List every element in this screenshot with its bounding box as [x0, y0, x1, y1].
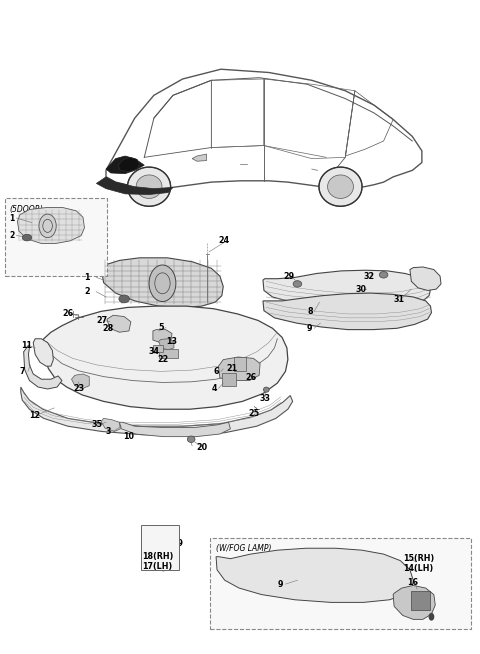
Text: 18(RH): 18(RH) [142, 552, 173, 561]
Ellipse shape [22, 234, 32, 241]
Bar [153, 345, 163, 352]
Polygon shape [33, 339, 53, 366]
Text: 2: 2 [9, 231, 14, 240]
Text: 31: 31 [393, 295, 404, 304]
Polygon shape [106, 156, 144, 173]
Text: 23: 23 [73, 385, 84, 394]
Text: 16: 16 [408, 578, 419, 587]
Polygon shape [319, 167, 362, 206]
Circle shape [39, 214, 56, 237]
Text: 26: 26 [62, 309, 73, 318]
Text: 7: 7 [20, 367, 25, 376]
Polygon shape [120, 422, 230, 437]
Polygon shape [218, 357, 260, 381]
Text: 27: 27 [96, 316, 108, 325]
Polygon shape [327, 175, 353, 198]
Text: (5DOOR): (5DOOR) [9, 205, 43, 214]
Text: 14(LH): 14(LH) [403, 564, 433, 573]
Text: 17(LH): 17(LH) [142, 562, 172, 571]
FancyBboxPatch shape [141, 525, 179, 570]
Bar [411, 591, 430, 610]
Polygon shape [136, 175, 162, 198]
Text: 2: 2 [84, 287, 90, 296]
Polygon shape [216, 548, 413, 602]
Text: 20: 20 [196, 443, 207, 451]
Ellipse shape [379, 271, 388, 278]
Polygon shape [263, 270, 431, 309]
Polygon shape [72, 374, 89, 388]
FancyBboxPatch shape [210, 538, 471, 628]
Ellipse shape [187, 436, 195, 443]
Circle shape [429, 613, 434, 621]
Text: 12: 12 [29, 411, 40, 420]
Circle shape [149, 265, 176, 301]
Polygon shape [263, 293, 432, 330]
Polygon shape [101, 258, 223, 307]
Polygon shape [158, 339, 174, 350]
Text: 25: 25 [249, 409, 260, 418]
Bar [222, 373, 236, 386]
Text: 32: 32 [363, 271, 374, 281]
Polygon shape [96, 177, 173, 194]
Polygon shape [101, 419, 120, 432]
Polygon shape [24, 345, 62, 389]
Bar [234, 357, 246, 371]
Text: 28: 28 [102, 324, 113, 334]
Text: 11: 11 [21, 341, 32, 350]
Polygon shape [410, 267, 441, 290]
Text: 9: 9 [277, 579, 283, 589]
Polygon shape [393, 585, 435, 619]
Text: 21: 21 [227, 364, 238, 373]
Polygon shape [17, 207, 84, 243]
Text: 26: 26 [246, 373, 257, 383]
Ellipse shape [119, 295, 130, 303]
Text: 9: 9 [307, 324, 312, 333]
Text: 13: 13 [166, 337, 177, 346]
Text: 6: 6 [214, 367, 219, 376]
Text: 1: 1 [9, 213, 14, 222]
Text: 30: 30 [356, 285, 367, 294]
Text: 22: 22 [157, 355, 169, 364]
Bar [158, 349, 178, 358]
Text: 3: 3 [106, 427, 111, 436]
Text: 5: 5 [158, 323, 164, 332]
Text: 29: 29 [283, 271, 294, 281]
Polygon shape [107, 315, 131, 332]
Text: 33: 33 [259, 394, 270, 404]
Text: 34: 34 [148, 347, 159, 356]
Ellipse shape [264, 387, 269, 392]
Text: 4: 4 [211, 384, 217, 393]
Text: 15(RH): 15(RH) [403, 554, 434, 563]
Text: 8: 8 [307, 307, 312, 316]
Text: 10: 10 [123, 432, 134, 441]
Text: 19: 19 [172, 539, 183, 548]
Polygon shape [128, 167, 170, 206]
Ellipse shape [293, 281, 302, 287]
Text: 35: 35 [92, 421, 103, 430]
Polygon shape [43, 306, 288, 409]
Polygon shape [21, 387, 293, 436]
Polygon shape [153, 330, 172, 343]
Text: 24: 24 [218, 236, 229, 245]
Polygon shape [192, 154, 206, 162]
Text: 1: 1 [84, 273, 90, 282]
Text: (W/FOG LAMP): (W/FOG LAMP) [216, 544, 272, 553]
Polygon shape [118, 158, 140, 172]
FancyBboxPatch shape [4, 198, 107, 276]
